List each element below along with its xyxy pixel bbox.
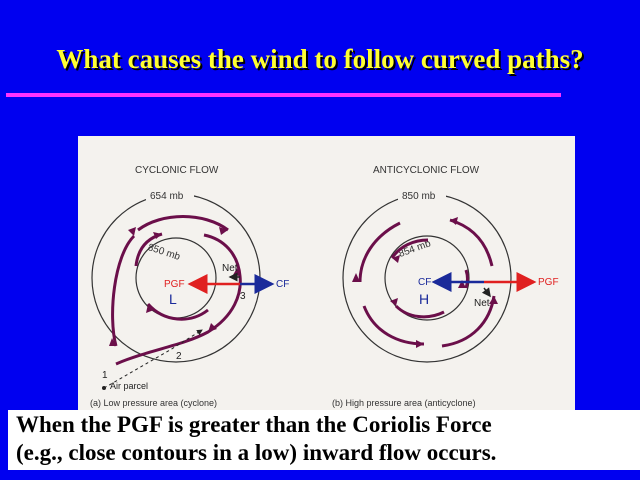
cyclonic-point-1: 1 [102,370,108,381]
anticyclonic-flow-arrowheads [352,217,498,348]
slide-caption: When the PGF is greater than the Corioli… [8,410,640,470]
anticyclonic-heading: ANTICYCLONIC FLOW [373,165,480,176]
anticyclonic-sub-caption: (b) High pressure area (anticyclone) [332,398,476,408]
cyclonic-outer-label: 654 mb [150,191,184,202]
flow-diagram: CYCLONIC FLOW 654 mb 850 mb [78,136,575,412]
cyclonic-cf-label: CF [276,279,289,290]
anticyclonic-pgf-label: PGF [538,277,559,288]
cyclonic-sub-caption: (a) Low pressure area (cyclone) [90,398,217,408]
cyclonic-net-label: Net [222,263,238,274]
air-parcel-label: Air parcel [110,381,148,391]
anticyclonic-panel: ANTICYCLONIC FLOW 850 mb 854 mb [332,165,559,408]
title-underline [6,93,561,97]
anticyclonic-cf-label: CF [418,277,431,288]
caption-line-1: When the PGF is greater than the Corioli… [16,412,492,437]
cyclonic-panel: CYCLONIC FLOW 654 mb 850 mb [90,165,289,408]
slide-title: What causes the wind to follow curved pa… [56,44,584,74]
anticyclonic-outer-label: 850 mb [402,191,436,202]
air-parcel-track [103,329,203,389]
cyclonic-flow-arrowheads [109,227,240,346]
anticyclonic-inner-isobar [384,235,470,321]
cyclonic-point-2: 2 [176,351,182,362]
anticyclonic-net-label: Net [474,298,490,309]
anticyclonic-net-arrow [481,287,491,298]
cyclonic-inner-label: 850 mb [146,242,182,263]
cyclonic-pgf-label: PGF [164,279,185,290]
cyclonic-point-3: 3 [240,291,246,302]
cyclonic-heading: CYCLONIC FLOW [135,165,219,176]
caption-line-2: (e.g., close contours in a low) inward f… [16,440,497,465]
cyclonic-flow-path [115,233,242,366]
anticyclonic-center-label: H [419,291,429,307]
cyclonic-center-label: L [169,291,177,307]
